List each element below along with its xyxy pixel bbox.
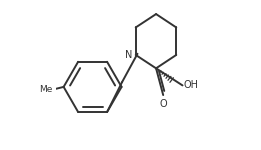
Text: Me: Me (40, 85, 53, 94)
Text: N: N (124, 50, 132, 60)
Text: O: O (160, 99, 167, 109)
Text: OH: OH (183, 80, 198, 90)
